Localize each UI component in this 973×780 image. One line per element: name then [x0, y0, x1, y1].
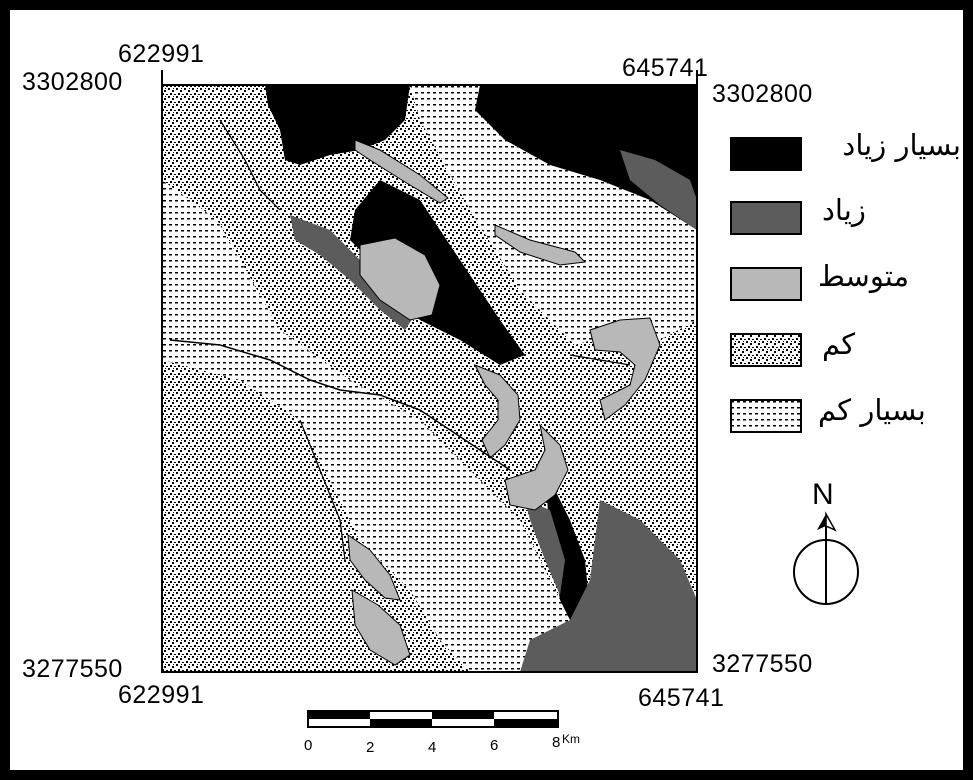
zone-very-high-north [265, 85, 410, 165]
scale-tick-8: 8 [552, 734, 561, 751]
legend-swatch-very-low [730, 399, 802, 433]
zone-moderate-6 [504, 423, 569, 511]
coord-bottom-left-x: 622991 [118, 681, 205, 709]
zone-moderate-4 [589, 317, 661, 421]
coord-bottom-right-x: 645741 [638, 684, 725, 712]
legend-label-moderate: متوسط [818, 259, 910, 293]
scale-tick-6: 6 [490, 737, 499, 754]
zone-moderate-8 [351, 589, 411, 666]
legend-label-very-high: بسیار زیاد [842, 128, 961, 162]
zone-moderate-1 [359, 237, 441, 321]
legend-swatch-high [730, 201, 802, 235]
scale-tick-2: 2 [366, 739, 375, 756]
coord-bottom-right-y: 3277550 [712, 650, 813, 678]
drainage-line [169, 339, 511, 471]
scale-unit: Km [562, 732, 580, 746]
zone-low-west [162, 85, 250, 230]
coord-bottom-left-y: 3277550 [22, 655, 123, 683]
drainage-line-4 [569, 354, 631, 366]
legend-swatch-low [730, 333, 802, 367]
scale-tick-0: 0 [304, 737, 313, 754]
zone-very-high-ne [475, 85, 697, 230]
scale-bar [307, 710, 559, 728]
zone-very-high-south [545, 470, 590, 640]
scale-tick-4: 4 [428, 739, 437, 756]
zone-very-high-center [350, 180, 525, 365]
legend-label-very-low: بسیار کم [818, 393, 926, 427]
coord-top-left-y: 3302800 [22, 68, 123, 96]
drainage-line-2 [299, 419, 346, 561]
legend-swatch-moderate [730, 267, 802, 301]
legend-swatch-very-high [730, 137, 802, 171]
zone-moderate-2 [354, 139, 449, 204]
legend-label-low: کم [822, 327, 856, 361]
drainage-line-3 [219, 119, 281, 211]
legend-label-high: زیاد [822, 193, 866, 227]
zone-high-ne [620, 150, 697, 230]
coord-top-left-x: 622991 [118, 40, 205, 68]
zone-high-se [520, 500, 697, 672]
zone-moderate-7 [347, 533, 401, 601]
north-arrow-icon [793, 511, 859, 605]
zone-moderate-3 [494, 224, 587, 266]
coord-top-right-x: 645741 [622, 54, 709, 82]
north-label: N [812, 478, 835, 511]
map-border [161, 84, 698, 673]
zone-high-strip [525, 500, 565, 595]
zone-moderate-5 [473, 364, 521, 459]
coord-top-right-y: 3302800 [712, 80, 813, 108]
